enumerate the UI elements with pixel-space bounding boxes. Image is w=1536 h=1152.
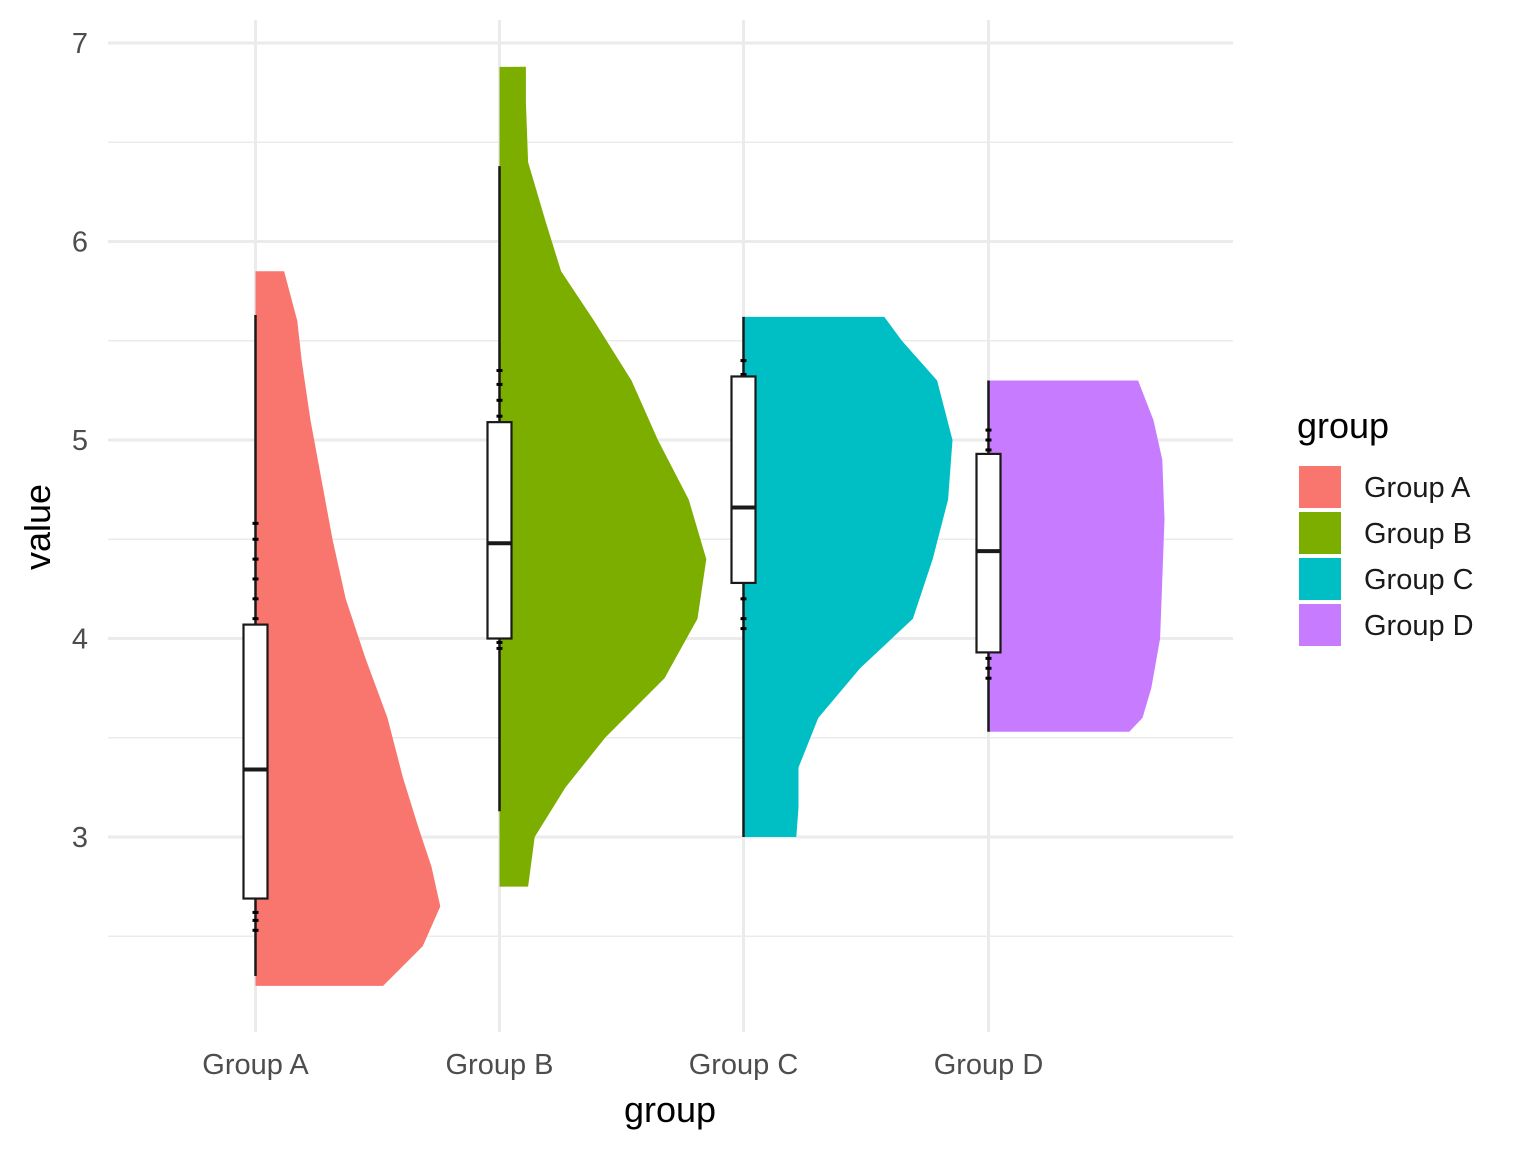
violin-group-b xyxy=(499,66,707,887)
legend-swatch xyxy=(1299,466,1341,508)
box-group-c xyxy=(730,375,757,585)
legend-items: Group A Group B Group C Group D xyxy=(1299,466,1474,646)
x-tick-label: Group A xyxy=(202,1049,309,1081)
x-tick-label: Group B xyxy=(446,1049,554,1081)
x-axis-title: group xyxy=(624,1089,716,1130)
x-tick-label: Group D xyxy=(934,1049,1044,1081)
legend-label: Group D xyxy=(1364,610,1474,642)
y-tick-label: 7 xyxy=(72,28,88,60)
legend-label: Group B xyxy=(1364,518,1472,550)
x-tick-labels: Group A Group B Group C Group D xyxy=(202,1049,1043,1081)
legend-swatch xyxy=(1299,558,1341,600)
y-tick-labels: 3 4 5 6 7 xyxy=(72,28,88,854)
legend: group Group A Group B Group C Group D xyxy=(1297,405,1474,646)
legend-label: Group C xyxy=(1364,564,1474,596)
y-axis-title: value xyxy=(17,484,58,570)
violin-group-c xyxy=(743,316,953,837)
boxplots xyxy=(242,166,1002,976)
legend-swatch xyxy=(1299,604,1341,646)
box-group-a xyxy=(242,623,269,900)
x-tick-label: Group C xyxy=(689,1049,799,1081)
legend-label: Group A xyxy=(1364,472,1471,504)
violins xyxy=(255,66,1165,986)
y-tick-label: 4 xyxy=(72,624,88,656)
legend-title: group xyxy=(1297,405,1389,446)
legend-swatch xyxy=(1299,512,1341,554)
violin-group-a xyxy=(255,271,441,986)
y-tick-label: 3 xyxy=(72,822,88,854)
box-group-b xyxy=(486,421,513,640)
y-tick-label: 5 xyxy=(72,425,88,457)
y-tick-label: 6 xyxy=(72,227,88,259)
violin-group-d xyxy=(988,380,1165,732)
